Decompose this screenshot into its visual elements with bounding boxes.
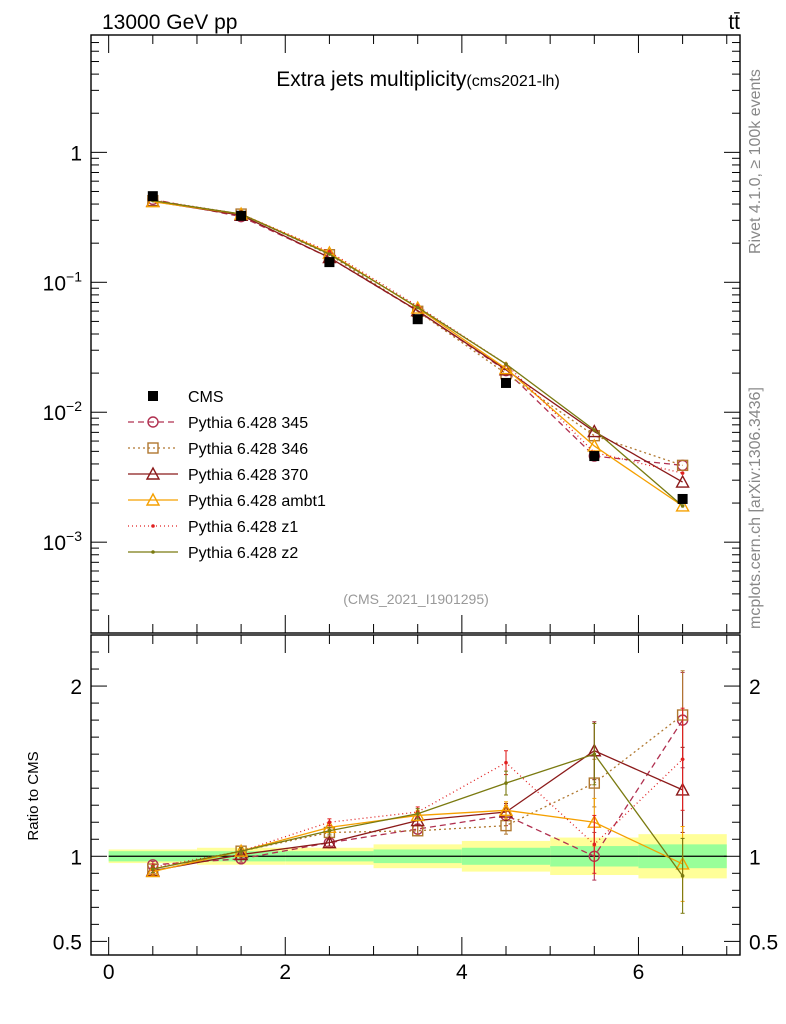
data-point bbox=[504, 362, 508, 366]
legend-label: Pythia 6.428 z1 bbox=[188, 519, 298, 536]
data-point bbox=[589, 451, 600, 462]
ratio-y-axis-label: Ratio to CMS bbox=[25, 751, 42, 840]
axis-tick-labels: 110−110−210−32 21 10.5 0.50 2 4 6 bbox=[43, 142, 779, 984]
data-point bbox=[677, 493, 688, 504]
data-point bbox=[322, 835, 337, 849]
chart-title-suffix: (cms2021-lh) bbox=[466, 73, 559, 90]
legend-label: Pythia 6.428 ambt1 bbox=[188, 493, 326, 510]
data-point bbox=[504, 760, 508, 765]
data-point bbox=[412, 314, 423, 325]
header-process-label: tt̄ bbox=[728, 11, 740, 34]
ratio-y-tick-label-right: 2 bbox=[749, 676, 761, 699]
data-point bbox=[145, 466, 161, 480]
x-tick-label: 6 bbox=[633, 961, 645, 984]
data-point bbox=[676, 459, 689, 472]
series-line-ratio bbox=[152, 719, 684, 866]
data-point bbox=[680, 874, 685, 878]
data-point bbox=[415, 305, 420, 310]
data-point bbox=[498, 802, 514, 817]
data-point bbox=[148, 391, 158, 401]
data-point bbox=[498, 361, 514, 375]
series-line-main bbox=[152, 199, 684, 507]
series-line-main bbox=[152, 199, 683, 474]
main-plot-frame bbox=[90, 34, 741, 634]
main-y-tick-label: 10−3 bbox=[43, 528, 83, 555]
data-point bbox=[236, 210, 247, 221]
series-line-main bbox=[152, 200, 683, 483]
data-point bbox=[151, 524, 155, 528]
legend-entry: Pythia 6.428 z2 bbox=[128, 545, 298, 562]
data-point bbox=[327, 828, 332, 833]
data-point bbox=[415, 811, 420, 816]
data-point bbox=[675, 474, 690, 488]
chart-title: Extra jets multiplicity(cms2021-lh) bbox=[276, 68, 560, 91]
analysis-watermark: (CMS_2021_I1901295) bbox=[343, 591, 489, 607]
data-point bbox=[147, 442, 159, 454]
x-tick-label: 4 bbox=[456, 961, 468, 984]
data-point bbox=[680, 757, 685, 762]
legend-entry: Pythia 6.428 ambt1 bbox=[128, 492, 326, 510]
data-point bbox=[145, 492, 161, 506]
header-energy-label: 13000 GeV pp bbox=[102, 11, 237, 34]
data-point bbox=[239, 849, 243, 853]
mcplots-credit-label: mcplots.cern.ch [arXiv:1306.3436] bbox=[747, 387, 764, 629]
legend-label: Pythia 6.428 346 bbox=[188, 441, 308, 458]
x-tick-label: 2 bbox=[279, 961, 291, 984]
ratio-plot-frame bbox=[90, 634, 741, 956]
legend-entry: Pythia 6.428 346 bbox=[128, 441, 308, 458]
data-point bbox=[680, 504, 685, 508]
axis-ticks bbox=[91, 34, 740, 955]
data-point bbox=[145, 864, 160, 878]
x-tick-label: 0 bbox=[103, 961, 115, 984]
data-point bbox=[592, 428, 597, 432]
ratio-y-tick-label: 2 bbox=[70, 676, 82, 699]
tick-label-exponent: −3 bbox=[66, 528, 82, 544]
data-point bbox=[680, 471, 685, 475]
ratio-y-tick-label-right: 0.5 bbox=[749, 931, 778, 954]
data-point bbox=[327, 820, 332, 825]
legend-label: CMS bbox=[188, 389, 224, 406]
tick-label-base: 10 bbox=[43, 402, 66, 425]
legend-label: Pythia 6.428 345 bbox=[188, 415, 308, 432]
data-point bbox=[592, 752, 597, 756]
series-group bbox=[147, 193, 689, 881]
chart-title-main: Extra jets multiplicity bbox=[276, 68, 467, 91]
legend-entry-cms: CMS bbox=[148, 389, 224, 406]
data-point bbox=[501, 377, 512, 388]
ratio-y-tick-label: 0.5 bbox=[53, 931, 82, 954]
legend: CMS Pythia 6.428 345 Pythia 6.428 346 Pythi… bbox=[128, 389, 326, 562]
rivet-version-label: Rivet 4.1.0, ≥ 100k events bbox=[747, 69, 764, 254]
legend-entry: Pythia 6.428 345 bbox=[128, 415, 308, 432]
main-y-tick-label: 10−2 bbox=[43, 398, 83, 425]
tick-label-exponent: −2 bbox=[66, 398, 82, 414]
main-y-tick-label: 1 bbox=[70, 142, 82, 165]
ratio-y-tick-label: 1 bbox=[70, 846, 82, 869]
legend-entry: Pythia 6.428 z1 bbox=[128, 519, 298, 536]
tick-label-base: 10 bbox=[43, 532, 66, 555]
data-point bbox=[675, 498, 690, 512]
data-point bbox=[151, 550, 155, 554]
data-point bbox=[504, 781, 508, 785]
data-point bbox=[324, 257, 335, 268]
data-point bbox=[587, 424, 602, 438]
ratio-y-tick-label-right: 1 bbox=[749, 846, 761, 869]
data-point bbox=[147, 416, 159, 428]
data-point bbox=[592, 842, 597, 847]
legend-label: Pythia 6.428 z2 bbox=[188, 545, 298, 562]
series-line-main bbox=[152, 201, 683, 507]
data-point bbox=[233, 847, 249, 861]
data-point bbox=[151, 867, 155, 871]
tick-label-exponent: −1 bbox=[66, 268, 82, 284]
data-point bbox=[147, 191, 158, 202]
legend-label: Pythia 6.428 370 bbox=[188, 467, 308, 484]
data-point bbox=[327, 252, 332, 256]
tick-label-base: 10 bbox=[43, 272, 66, 295]
legend-entry: Pythia 6.428 370 bbox=[128, 466, 308, 484]
main-y-tick-label: 10−1 bbox=[43, 268, 83, 295]
cms-data-layer bbox=[147, 191, 688, 504]
